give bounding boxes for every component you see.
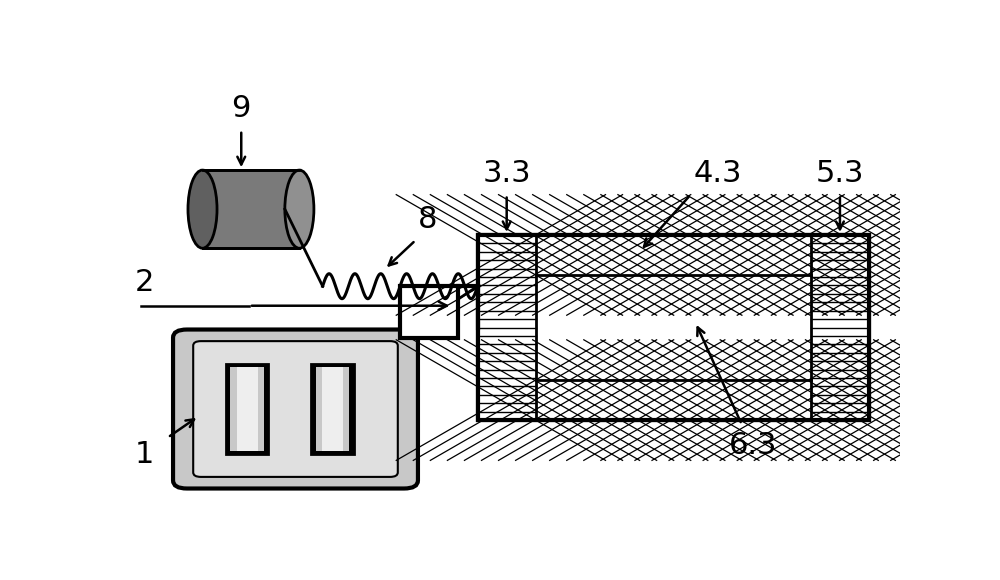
Bar <box>311 364 354 454</box>
Text: 8: 8 <box>418 205 437 234</box>
Bar <box>226 364 268 454</box>
Bar <box>478 235 536 420</box>
Bar <box>322 367 343 451</box>
Bar <box>230 367 264 451</box>
Text: 3.3: 3.3 <box>482 159 531 188</box>
Bar <box>478 235 869 420</box>
Bar <box>237 367 258 451</box>
Bar <box>536 235 811 275</box>
Text: 1: 1 <box>135 440 154 469</box>
Bar <box>202 170 299 248</box>
Bar <box>400 286 458 338</box>
Ellipse shape <box>285 170 314 248</box>
Text: 5.3: 5.3 <box>816 159 864 188</box>
Bar <box>811 235 869 420</box>
Bar <box>536 380 811 420</box>
Text: 4.3: 4.3 <box>694 159 742 188</box>
Bar <box>316 367 349 451</box>
FancyBboxPatch shape <box>173 329 418 488</box>
Ellipse shape <box>188 170 217 248</box>
Bar <box>478 235 869 420</box>
FancyBboxPatch shape <box>193 341 398 477</box>
Bar <box>536 275 811 380</box>
Text: 6.3: 6.3 <box>729 432 778 461</box>
Text: 9: 9 <box>232 94 251 123</box>
Text: 2: 2 <box>135 268 154 297</box>
